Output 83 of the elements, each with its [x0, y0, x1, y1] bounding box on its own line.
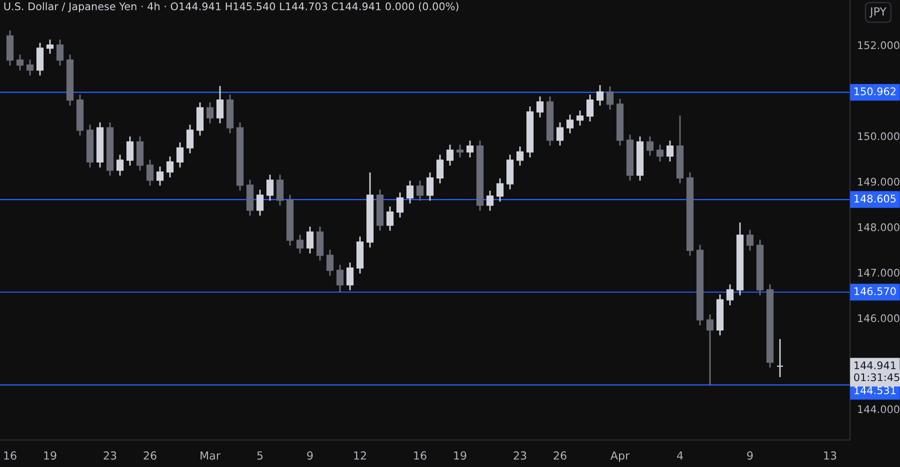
candlestick [336, 264, 344, 293]
candlestick [386, 206, 394, 232]
candlestick [46, 38, 54, 54]
y-tick-label: 147.000 [858, 268, 900, 277]
text: 144.941 [854, 361, 896, 370]
x-tick-label: 19 [44, 451, 56, 460]
x-tick-label: 23 [514, 451, 526, 460]
candlestick [486, 190, 494, 212]
candlestick [516, 146, 524, 166]
x-tick-label: 4 [677, 451, 683, 460]
candlestick [416, 180, 424, 202]
candlestick [706, 314, 714, 386]
candlestick [296, 234, 304, 254]
candlestick [586, 94, 594, 122]
x-tick-label: 9 [747, 451, 753, 460]
x-tick-label: 12 [354, 451, 366, 460]
candlestick [506, 154, 514, 190]
candlestick [406, 180, 414, 204]
candlestick [606, 86, 614, 110]
candlestick [176, 142, 184, 168]
y-tick-label: 152.000 [858, 41, 900, 50]
candlestick [36, 42, 44, 76]
y-tick-label: 149.000 [858, 178, 900, 186]
candlestick [206, 102, 214, 124]
candlestick [276, 174, 284, 206]
candlestick [536, 96, 544, 118]
chart-title: U.S. Dollar / Japanese Yen · 4h · O144.941 H145.540 L144.703 C144.941 0.000 (0.00%) [4, 2, 458, 12]
candlestick [426, 172, 434, 202]
candlestick [56, 38, 64, 66]
candlestick [306, 226, 314, 254]
y-tick-label: 144.000 [858, 405, 900, 414]
x-tick-label: 23 [104, 451, 116, 460]
candlestick [346, 262, 354, 291]
candlestick [556, 122, 564, 146]
candlestick [136, 136, 144, 172]
candlestick [166, 156, 174, 178]
candlestick [436, 154, 444, 184]
ref-line-label: 146.570 [854, 287, 896, 296]
candlestick [316, 226, 324, 262]
candlestick [666, 140, 674, 162]
ref-line-label: 144.531 [854, 386, 896, 394]
x-tick-label: 16 [414, 451, 426, 460]
x-tick-label: 16 [4, 451, 16, 460]
candlestick [196, 102, 204, 136]
x-tick-label: 26 [554, 451, 566, 460]
candlestick [566, 114, 574, 134]
x-tick-label: 9 [307, 451, 313, 460]
candlestick [156, 166, 164, 186]
candlestick [266, 174, 274, 202]
ref-line-label: 148.605 [854, 194, 896, 203]
candlestick [326, 249, 334, 276]
text: 01:31:45 [854, 373, 900, 382]
candlestick [456, 144, 464, 158]
candlestick [496, 178, 504, 202]
candlestick [446, 144, 454, 166]
candlestick [466, 140, 474, 158]
x-tick-label: 13 [824, 451, 836, 460]
candlestick [656, 144, 664, 162]
ref-line-label: 150.962 [854, 87, 896, 96]
candlestick [776, 338, 784, 378]
candlestick [596, 84, 604, 106]
candlestick [746, 229, 754, 252]
candlestick [256, 189, 264, 216]
y-tick-label: 148.000 [858, 223, 900, 232]
candlestick [726, 284, 734, 306]
candlestick [576, 110, 584, 126]
candlestick [116, 154, 124, 176]
text: JPY [869, 7, 887, 18]
x-tick-label: 19 [454, 451, 466, 460]
y-tick-label: 146.000 [858, 314, 900, 322]
x-tick-label: Apr [610, 451, 630, 462]
candlestick [16, 54, 24, 72]
candlestick [216, 85, 224, 124]
candlestick [126, 136, 134, 166]
x-tick-label: Mar [200, 451, 220, 460]
x-tick-label: 26 [144, 451, 156, 460]
x-tick-label: 5 [257, 451, 263, 460]
candlestick [646, 136, 654, 156]
candlestick [26, 58, 34, 76]
y-tick-label: 150.000 [858, 132, 900, 140]
candlestick [146, 159, 154, 186]
candlestick [396, 192, 404, 218]
candlestick [186, 124, 194, 154]
